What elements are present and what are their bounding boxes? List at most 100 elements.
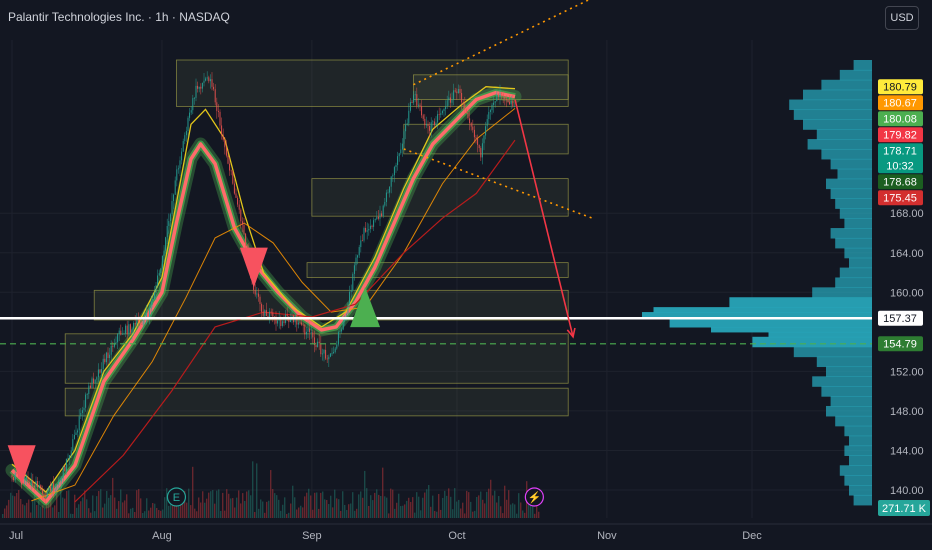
candle-body <box>85 394 87 408</box>
candle-body <box>115 342 117 344</box>
price-series <box>11 71 515 505</box>
y-tick-label: 152.00 <box>890 366 924 378</box>
volume-bar <box>282 504 284 518</box>
candle-body <box>24 478 26 484</box>
candle-body <box>425 124 427 126</box>
volume-bar <box>364 470 366 518</box>
candle-body <box>413 95 415 103</box>
candle-body <box>105 352 107 363</box>
volume-bar <box>236 497 238 518</box>
candle-body <box>230 170 232 172</box>
candle-body <box>237 197 239 205</box>
volume-bar <box>184 491 186 518</box>
candle-body <box>243 224 245 234</box>
price-tag-label: 154.79 <box>883 338 917 350</box>
candle-body <box>320 343 322 355</box>
volume-bar <box>54 505 56 518</box>
volume-bar <box>416 492 418 518</box>
volume-bar <box>462 502 464 518</box>
currency-selector[interactable]: USD <box>885 6 919 30</box>
volume-profile-bin <box>793 109 872 120</box>
candle-body <box>326 358 328 360</box>
candle-body <box>358 247 360 256</box>
candle-body <box>198 86 200 89</box>
volume-bar <box>148 510 150 518</box>
candle-body <box>417 104 419 106</box>
candle-body <box>22 482 24 484</box>
sell-signal-triangle <box>239 247 268 288</box>
volume-profile-bin <box>711 326 872 333</box>
candle-body <box>429 125 431 131</box>
volume-bar <box>188 488 190 518</box>
volume-bar <box>116 508 118 518</box>
volume-bar <box>232 498 234 518</box>
volume-bar <box>464 513 466 518</box>
volume-profile <box>642 60 872 506</box>
volume-profile-bin <box>826 366 872 377</box>
volume-profile-bin <box>839 69 872 81</box>
candle-body <box>339 331 341 333</box>
candle-body <box>435 122 437 126</box>
zones <box>64 59 569 417</box>
candle-body <box>227 155 229 164</box>
candle-body <box>65 458 67 472</box>
volume-bar <box>24 505 26 518</box>
volume-profile-bin <box>830 228 872 239</box>
volume-bar <box>244 500 246 518</box>
volume-bar <box>160 510 162 518</box>
volume-bar <box>312 509 314 518</box>
candle-body <box>257 293 259 297</box>
volume-bar <box>208 492 210 518</box>
volume-bar <box>154 503 156 518</box>
volume-bar <box>44 507 46 518</box>
candle-body <box>400 149 402 154</box>
volume-bar <box>304 496 306 518</box>
candle-body <box>494 101 496 103</box>
volume-bar <box>384 496 386 518</box>
candle-body <box>365 227 367 232</box>
volume-bar <box>202 491 204 518</box>
volume-bar <box>130 508 132 518</box>
candle-body <box>157 275 159 286</box>
volume-profile-bin <box>752 336 872 348</box>
volume-bar <box>80 501 82 518</box>
volume-bar <box>300 505 302 518</box>
volume-profile-bin <box>839 465 872 476</box>
candle-body <box>173 194 175 202</box>
volume-profile-bin <box>768 331 872 338</box>
volume-profile-bin <box>821 148 872 160</box>
candle-body <box>240 209 242 222</box>
price-tag-label: 180.67 <box>883 97 917 109</box>
candle-body <box>277 320 279 324</box>
volume-bar <box>342 491 344 518</box>
candle-body <box>438 114 440 116</box>
candle-body <box>403 131 405 144</box>
volume-bar <box>252 461 254 518</box>
volume-bar <box>66 491 68 518</box>
volume-bar <box>498 496 500 518</box>
volume-profile-bin <box>830 158 872 170</box>
volume-bar <box>164 497 166 518</box>
volume-bar <box>520 502 522 518</box>
candle-body <box>126 325 128 335</box>
candle-body <box>446 100 448 107</box>
volume-bar <box>264 512 266 518</box>
volume-bar <box>436 511 438 518</box>
earnings-marker-circle <box>166 487 187 507</box>
volume-bar <box>354 510 356 518</box>
volume-bar <box>182 496 184 518</box>
price-tag <box>878 174 923 190</box>
candle-body <box>67 458 69 460</box>
x-tick-label: Aug <box>152 530 172 542</box>
volume-bar <box>102 507 104 518</box>
volume-bar <box>288 512 290 518</box>
volume-bar <box>430 506 432 518</box>
volume-bar <box>98 491 100 518</box>
candle-body <box>289 319 291 323</box>
volume-profile-bin <box>844 218 872 229</box>
volume-bar <box>478 495 480 518</box>
candle-body <box>309 328 311 333</box>
volume-bar <box>292 485 294 518</box>
candle-body <box>323 349 325 354</box>
